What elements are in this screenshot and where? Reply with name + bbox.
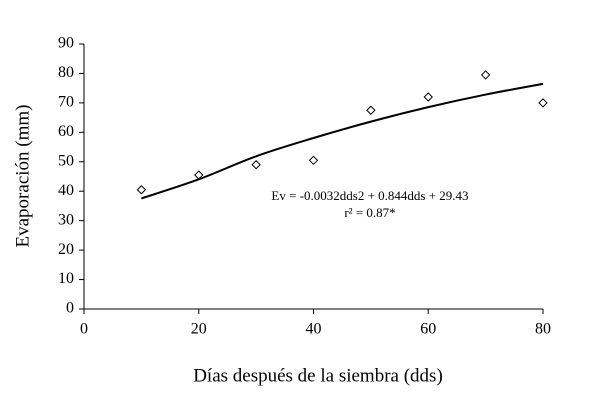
- annotation: Ev = -0.0032dds2 + 0.844dds + 29.43: [271, 188, 468, 203]
- data-point: [136, 185, 147, 195]
- y-axis-title: Evaporación (mm): [12, 105, 33, 248]
- y-tick-label: 30: [58, 211, 74, 228]
- y-tick-label: 80: [58, 64, 74, 81]
- data-point: [366, 105, 376, 115]
- annotation: r² = 0.87*: [344, 205, 395, 220]
- data-point: [251, 160, 261, 170]
- y-tick-label: 90: [58, 35, 74, 52]
- data-point: [423, 92, 433, 102]
- y-tick-label: 60: [58, 123, 74, 140]
- y-tick-label: 0: [66, 300, 74, 317]
- x-tick-label: 20: [191, 321, 207, 338]
- data-point: [308, 155, 319, 166]
- y-tick-label: 70: [58, 94, 74, 111]
- x-tick-label: 60: [420, 321, 436, 338]
- y-tick-label: 40: [58, 182, 74, 199]
- data-point: [538, 98, 548, 108]
- x-axis-title: Días después de la siembra (dds): [193, 365, 443, 386]
- x-tick-label: 40: [306, 321, 322, 338]
- y-tick-label: 10: [58, 270, 74, 287]
- fit-line: [141, 82, 544, 200]
- y-tick-label: 20: [58, 241, 74, 258]
- x-tick-label: 80: [535, 321, 551, 338]
- x-tick-label: 0: [80, 321, 88, 338]
- y-tick-label: 50: [58, 152, 74, 169]
- data-point: [480, 70, 491, 80]
